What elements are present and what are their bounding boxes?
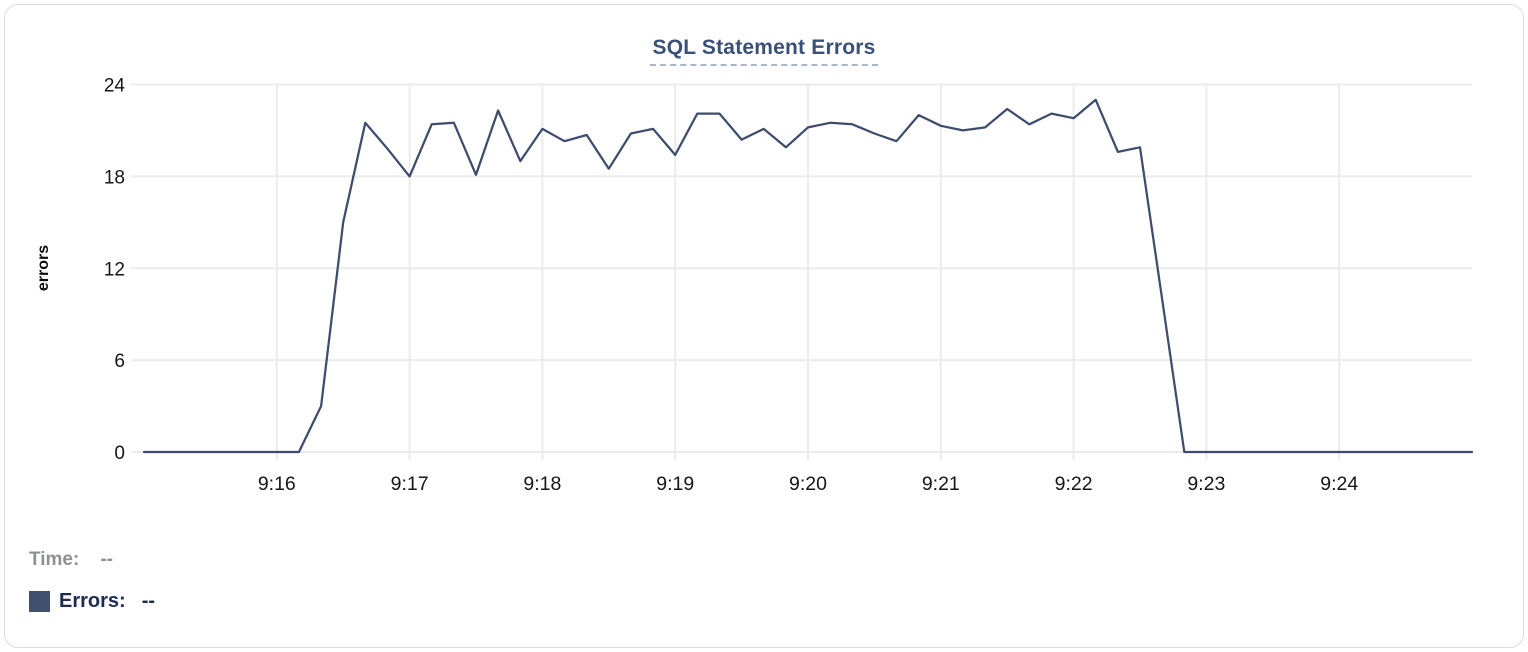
y-tick-label: 12 — [104, 259, 125, 280]
x-tick-label: 9:18 — [523, 473, 561, 495]
x-tick-label: 9:17 — [391, 473, 429, 495]
errors-readout-row: Errors: -- — [29, 589, 155, 613]
chart-header: SQL Statement Errors — [5, 36, 1523, 66]
x-tick-label: 9:16 — [258, 473, 296, 495]
y-tick-label: 18 — [104, 167, 125, 188]
errors-label: Errors: — [59, 589, 126, 612]
time-label: Time: — [29, 549, 80, 570]
x-tick-label: 9:20 — [789, 473, 827, 495]
errors-value: -- — [141, 589, 156, 612]
chart-title-link[interactable]: SQL Statement Errors — [650, 36, 878, 66]
x-tick-label: 9:23 — [1187, 473, 1225, 495]
x-tick-label: 9:22 — [1055, 473, 1093, 495]
hover-readout: Time: -- Errors: -- — [29, 548, 155, 630]
errors-series-line — [142, 98, 1474, 454]
y-axis-title: errors — [35, 245, 52, 291]
x-tick-label: 9:21 — [922, 473, 960, 495]
y-tick-label: 0 — [114, 443, 125, 464]
x-tick-label: 9:19 — [656, 473, 694, 495]
y-tick-label: 6 — [114, 351, 125, 372]
errors-series-swatch-icon — [29, 590, 50, 612]
time-readout-row: Time: -- — [29, 548, 155, 572]
y-tick-label: 24 — [104, 76, 126, 97]
time-value: -- — [100, 549, 113, 570]
x-tick-label: 9:24 — [1320, 473, 1358, 495]
chart-card: SQL Statement Errors 0 6 12 18 24 9:16 9:17 9:1… — [4, 4, 1524, 648]
